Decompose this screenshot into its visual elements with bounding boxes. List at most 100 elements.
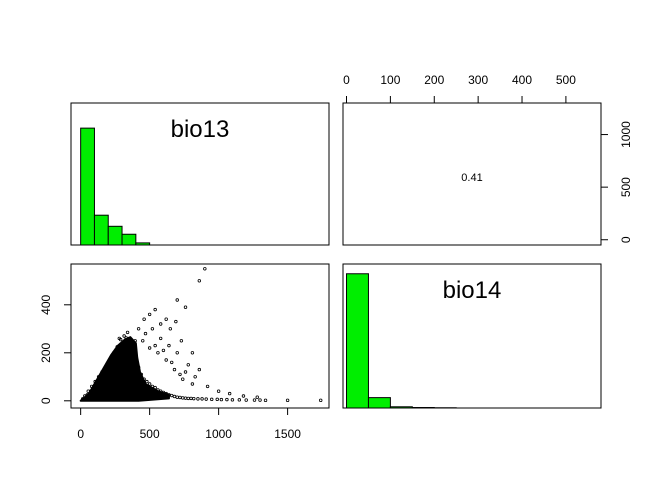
scatter-point bbox=[172, 394, 177, 399]
scatter-point bbox=[158, 389, 163, 393]
scatter-point bbox=[178, 372, 182, 377]
scatter-point bbox=[130, 341, 134, 345]
bio13-bar bbox=[107, 225, 123, 246]
scatter-point bbox=[230, 398, 235, 402]
scatter-bio13-bio14 bbox=[79, 267, 323, 403]
scatter-point bbox=[93, 379, 97, 384]
scatter-point bbox=[101, 379, 105, 384]
x-tick-label: 0 bbox=[77, 427, 84, 441]
scatter-point bbox=[125, 349, 129, 354]
scatter-point bbox=[112, 351, 116, 355]
scatter-point bbox=[150, 384, 155, 389]
scatter-point bbox=[143, 331, 148, 336]
scatter-point bbox=[172, 367, 177, 372]
scatter-point bbox=[122, 334, 126, 338]
scatter-point bbox=[179, 339, 184, 343]
scatter-point bbox=[215, 397, 219, 402]
scatter-point bbox=[109, 363, 113, 367]
scatter-point bbox=[237, 398, 242, 402]
top-tick-label: 100 bbox=[380, 73, 400, 87]
scatter-point bbox=[205, 384, 210, 389]
bio14-histogram bbox=[346, 273, 457, 409]
scatter-point bbox=[189, 396, 193, 401]
x-tick-label: 1500 bbox=[274, 427, 301, 441]
scatter-point bbox=[170, 360, 174, 365]
scatter-point bbox=[103, 365, 108, 369]
scatter-point bbox=[158, 336, 163, 341]
scatter-point bbox=[111, 365, 115, 369]
bio14-bar bbox=[367, 397, 391, 409]
right-tick-label: 1000 bbox=[619, 121, 633, 148]
panel-top-left-frame bbox=[70, 102, 330, 246]
scatter-point bbox=[81, 397, 86, 402]
bio14-bar bbox=[389, 406, 413, 409]
scatter-point bbox=[127, 339, 132, 343]
scatter-point bbox=[285, 398, 290, 403]
scatter-point bbox=[219, 397, 224, 402]
scatter-point bbox=[167, 343, 171, 348]
top-tick-label: 300 bbox=[468, 73, 488, 87]
scatter-point bbox=[125, 330, 130, 335]
correlation-label: 0.41 bbox=[461, 172, 482, 184]
scatter-point bbox=[110, 355, 115, 360]
top-tick-label: 200 bbox=[424, 73, 444, 87]
scatter-point bbox=[183, 370, 188, 374]
scatter-point bbox=[319, 398, 323, 403]
scatter-point bbox=[258, 398, 262, 402]
scatter-point bbox=[204, 397, 208, 401]
y-tick-label: 0 bbox=[39, 397, 53, 404]
scatter-point bbox=[89, 384, 94, 389]
scatter-point bbox=[164, 391, 168, 396]
scatter-point bbox=[100, 370, 104, 374]
scatter-point bbox=[178, 395, 182, 400]
scatter-point bbox=[175, 395, 179, 399]
scatter-point bbox=[134, 394, 138, 398]
scatter-point bbox=[83, 394, 87, 398]
scatter-point bbox=[203, 267, 207, 271]
scatter-point bbox=[244, 398, 248, 402]
y-tick-label: 200 bbox=[39, 342, 53, 362]
top-tick-label: 0 bbox=[343, 73, 350, 87]
right-tick-label: 0 bbox=[619, 236, 633, 243]
scatter-point bbox=[136, 327, 141, 331]
scatter-point bbox=[123, 347, 127, 351]
scatter-point bbox=[104, 376, 108, 380]
bio13-bar bbox=[80, 127, 95, 246]
scatter-point bbox=[117, 336, 121, 341]
scatter-point bbox=[128, 346, 133, 350]
scatter-point bbox=[190, 382, 195, 386]
scatter-point bbox=[193, 375, 197, 379]
x-tick-label: 500 bbox=[140, 427, 160, 441]
y-tick-label: 400 bbox=[39, 294, 53, 314]
scatter-point bbox=[102, 372, 107, 377]
right-tick-label: 500 bbox=[619, 177, 633, 197]
bio13-bar bbox=[93, 214, 109, 246]
scatter-point bbox=[196, 397, 200, 401]
scatter-point bbox=[161, 390, 166, 395]
scatter-point bbox=[181, 377, 185, 381]
scatter-point bbox=[139, 372, 144, 377]
scatter-point bbox=[97, 384, 101, 388]
scatter-point bbox=[126, 343, 131, 348]
scatter-point bbox=[156, 388, 160, 392]
scatter-point bbox=[252, 398, 257, 402]
scatter-point bbox=[142, 317, 146, 321]
scatter-point bbox=[133, 339, 137, 343]
bio13-title: bio13 bbox=[171, 116, 230, 143]
scatter-point bbox=[255, 395, 259, 399]
scatter-point bbox=[107, 370, 112, 375]
scatter-point bbox=[164, 358, 168, 362]
scatter-point bbox=[197, 367, 202, 372]
scatter-point bbox=[113, 358, 117, 362]
x-tick-label: 1000 bbox=[205, 427, 232, 441]
scatter-point bbox=[145, 379, 149, 384]
scatter-point bbox=[161, 348, 166, 353]
scatter-point bbox=[174, 319, 178, 324]
scatter-point bbox=[197, 279, 202, 283]
scatter-point bbox=[142, 377, 146, 381]
top-tick-label: 400 bbox=[512, 73, 532, 87]
scatter-point bbox=[94, 387, 98, 391]
top-tick-label: 500 bbox=[556, 73, 576, 87]
scatter-point bbox=[175, 298, 179, 302]
